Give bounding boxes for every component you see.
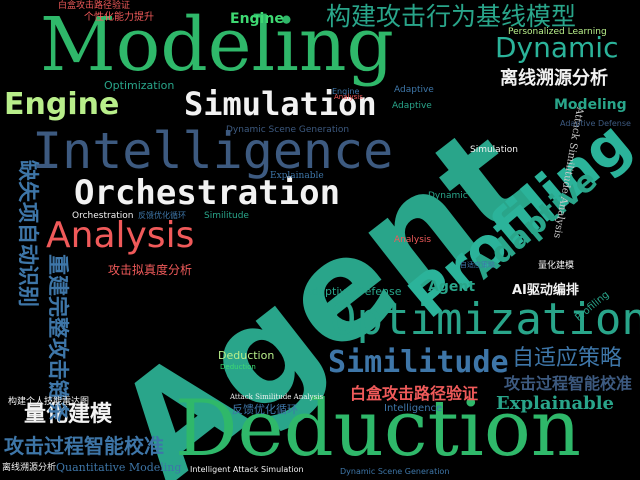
word-adaptive-defense-small: Adaptive Defense [560, 119, 631, 128]
word-analysis-red: Analysis [46, 215, 195, 256]
word-adaptive-strategy-zh-small: 自适应策略 [460, 261, 495, 269]
word-attack-similitude-small: Attack Similitude Analysis [230, 393, 324, 401]
word-similitude-blue: Similitude [328, 345, 509, 380]
word-quantitative-modeling: Quantitative Modeling [56, 461, 182, 474]
word-modeling-small: Modeling [554, 97, 627, 113]
word-missing-items-zh: 缺失项自动识别 [16, 160, 40, 307]
word-attack-fidelity-zh: 攻击拟真度分析 [108, 263, 193, 277]
word-calibration-zh-2: 攻击过程智能校准 [504, 374, 633, 393]
word-analysis-tiny: Analysis [334, 93, 363, 101]
word-analysis-small: Analysis [394, 235, 432, 245]
word-skill-radar-zh: 构建个人技能雷达图 [8, 397, 90, 407]
word-agent-small: Agent [428, 279, 476, 295]
word-intelligent-attack-sim: Intelligent Attack Simulation [190, 465, 304, 474]
word-calibration-zh-1: 攻击过程智能校准 [4, 434, 164, 458]
word-whitebox-path-zh-1: 白盒攻击路径验证 [350, 384, 479, 403]
word-whitebox-path-zh-2: 白盒攻击路径验证 [58, 1, 131, 11]
word-engine-blue: Engine [332, 87, 360, 96]
word-baseline-model-zh: 构建攻击行为基线模型 [326, 2, 577, 31]
word-offline-trace-zh: 离线溯源分析 [500, 68, 608, 89]
word-adaptive-small-1: Adaptive [392, 101, 432, 111]
word-explainable-serif: Explainable [496, 393, 615, 414]
word-personalized-learning: Personalized Learning [508, 27, 607, 37]
word-offline-trace-zh-small: 离线溯源分析 [2, 463, 57, 473]
word-optimization-large: Optimization [330, 294, 640, 345]
word-orchestration: Orchestration [74, 173, 341, 213]
word-simulation-small: Simulation [470, 145, 518, 155]
word-quant-model-zh: 量化建模 [24, 402, 113, 427]
word-personal-growth-zh: 个性化能力提升 [84, 12, 154, 23]
word-engine-light: Engine [4, 87, 120, 122]
word-simulation: Simulation [184, 85, 377, 123]
word-deduction-tiny: Deduction [220, 363, 256, 371]
word-optimization-small: Optimization [104, 79, 175, 92]
word-deduction-small: Deduction [218, 349, 275, 362]
word-intelligence-small: Intelligence [384, 403, 443, 414]
word-intelligence-large: Intelligence [32, 122, 394, 180]
word-dynamic-scene-gen-1: Dynamic Scene Generation [226, 125, 350, 135]
word-adaptive-blue: Adaptive [394, 85, 434, 95]
word-engine-green: Engine [230, 11, 284, 27]
word-dynamic-small: Dynamic [428, 191, 468, 201]
word-modeling-large: Modeling [40, 2, 394, 88]
word-dynamic: Dynamic [495, 31, 619, 64]
word-adaptive-strategy-zh: 自适应策略 [512, 346, 623, 371]
word-explainable-small: Explainable [270, 171, 324, 181]
word-similitude-small: Similitude [204, 211, 249, 221]
word-deduction-large: Deduction [175, 384, 582, 474]
word-adaptive-defense: Adaptive Defense [304, 285, 402, 298]
word-feedback-loop-zh-2: 反馈优化循环 [138, 211, 186, 220]
word-feedback-loop-zh-1: 反馈优化循环 [232, 403, 298, 416]
word-orchestration-small: Orchestration [72, 211, 134, 221]
word-quant-model-zh-small: 量化建模 [538, 261, 575, 271]
word-dynamic-scene-gen-2: Dynamic Scene Generation [340, 467, 450, 476]
word-ai-orchestration-zh: AI驱动编排 [512, 283, 579, 298]
